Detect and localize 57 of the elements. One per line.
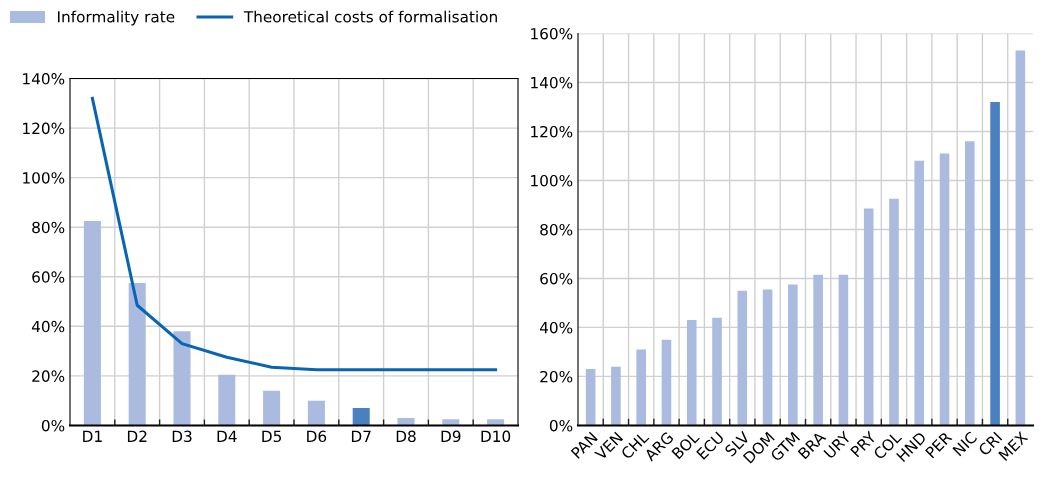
bar [990,102,1000,426]
y-tick-label: 20% [540,370,573,383]
y-tick-label: 0% [41,419,65,432]
y-tick-label: 100% [23,172,65,184]
bar [585,369,596,426]
x-tick-label: D1 [83,430,102,442]
bar [712,317,722,426]
y-tick-label: 60% [32,271,65,283]
y-tick-label: 120% [23,122,65,135]
y-tick-label: 80% [32,221,65,234]
bar [83,221,101,426]
y-tick-label: 20% [32,370,65,382]
x-tick-label: D6 [307,430,327,443]
bar [218,374,236,426]
y-tick-label: 80% [540,223,573,236]
x-tick-label: NIC [952,431,978,457]
x-tick-label: D3 [172,430,192,443]
bar [661,339,672,426]
bar [914,160,925,426]
legend-label: Theoretical costs of formalisation [243,10,497,23]
y-tick-label: 140% [531,76,573,89]
bar [813,274,823,426]
x-tick-label: D2 [127,430,147,442]
bar [965,141,975,426]
bar [352,408,370,426]
y-tick-label: 160% [531,27,573,40]
bar [838,274,849,426]
bar [128,282,146,426]
x-tick-label: PER [925,430,953,459]
y-tick-label: 0% [549,419,573,432]
line-series [90,96,498,372]
x-tick-label: D5 [262,430,282,443]
bar [939,153,950,426]
bar [611,366,621,426]
x-tick-label: D10 [481,430,511,443]
y-tick-label: 100% [531,174,573,187]
bar [686,320,697,426]
bar [889,198,899,426]
x-tick-label: D4 [217,430,237,442]
x-tick-label: D7 [351,430,371,442]
bar [863,208,874,426]
y-tick-label: 140% [23,73,65,85]
y-tick-label: 40% [31,320,65,333]
x-tick-label: D8 [396,430,416,443]
bar [762,289,773,426]
bar [307,400,325,426]
bar [636,349,646,426]
legend-label: Informality rate [58,10,175,26]
x-tick-label: D9 [441,430,461,443]
bar [788,284,798,426]
y-tick-label: 40% [539,321,573,334]
bar [737,290,748,426]
y-tick-label: 120% [531,125,573,138]
bar [173,331,191,426]
y-tick-label: 60% [540,272,573,285]
bar [1015,50,1026,426]
bar [263,390,281,426]
